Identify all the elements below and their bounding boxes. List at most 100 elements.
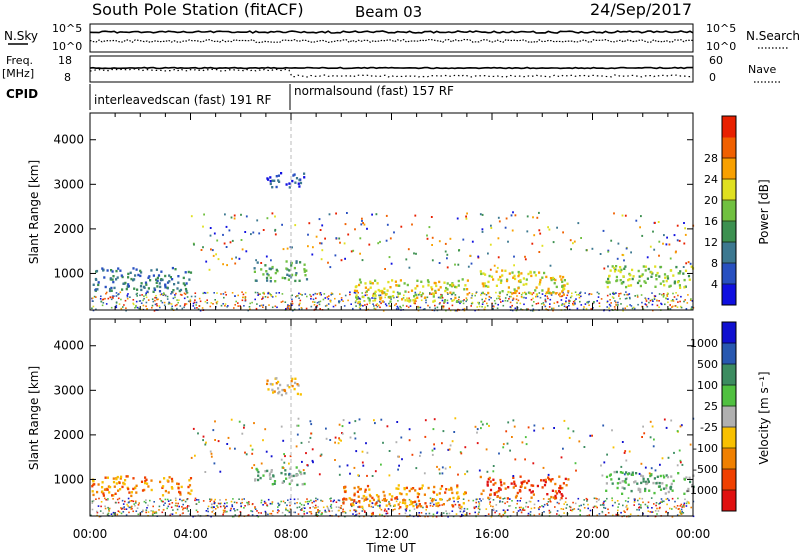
echo-cell bbox=[449, 291, 452, 294]
echo-cell bbox=[524, 258, 527, 261]
echo-cell bbox=[385, 239, 388, 242]
echo-cell bbox=[397, 292, 400, 295]
echo-cell bbox=[522, 292, 524, 294]
echo-cell bbox=[502, 443, 505, 446]
echo-cell bbox=[296, 295, 298, 297]
echo-cell bbox=[134, 307, 136, 309]
echo-cell bbox=[315, 297, 317, 300]
echo-cell bbox=[338, 438, 341, 441]
echo-cell bbox=[441, 466, 444, 469]
echo-cell bbox=[231, 505, 234, 508]
echo-cell bbox=[277, 387, 280, 390]
echo-cell bbox=[278, 292, 280, 294]
echo-cell bbox=[571, 508, 574, 511]
echo-cell bbox=[104, 505, 106, 508]
echo-cell bbox=[535, 286, 538, 289]
echo-cell bbox=[682, 272, 685, 275]
echo-cell bbox=[660, 265, 663, 268]
echo-cell bbox=[243, 507, 245, 509]
echo-cell bbox=[334, 297, 336, 300]
echo-cell bbox=[288, 472, 291, 475]
echo-cell bbox=[645, 482, 648, 486]
echo-cell bbox=[383, 499, 386, 502]
echo-cell bbox=[357, 506, 359, 508]
echo-cell bbox=[226, 306, 228, 308]
echo-cell bbox=[132, 267, 135, 270]
echo-cell bbox=[344, 294, 347, 297]
echo-cell bbox=[269, 182, 272, 186]
echo-cell bbox=[287, 305, 289, 308]
echo-cell bbox=[584, 292, 586, 294]
echo-cell bbox=[418, 306, 420, 309]
echo-cell bbox=[271, 265, 274, 269]
echo-cell bbox=[397, 307, 400, 310]
echo-cell bbox=[432, 498, 435, 501]
echo-cell bbox=[294, 381, 297, 385]
echo-cell bbox=[587, 503, 589, 506]
colorbar-segment bbox=[722, 490, 736, 512]
echo-cell bbox=[297, 417, 300, 420]
echo-cell bbox=[153, 501, 155, 503]
echo-cell bbox=[396, 498, 399, 500]
echo-cell bbox=[481, 282, 484, 285]
echo-cell bbox=[572, 242, 574, 245]
echo-cell bbox=[117, 297, 120, 300]
echo-cell bbox=[265, 276, 269, 280]
echo-cell bbox=[523, 480, 526, 483]
echo-cell bbox=[335, 212, 337, 215]
echo-cell bbox=[267, 388, 270, 391]
echo-cell bbox=[192, 427, 195, 430]
echo-cell bbox=[102, 494, 105, 497]
echo-cell bbox=[291, 300, 293, 303]
echo-cell bbox=[213, 500, 215, 503]
echo-cell bbox=[162, 500, 164, 503]
echo-cell bbox=[489, 503, 491, 505]
echo-cell bbox=[353, 509, 355, 511]
echo-cell bbox=[634, 480, 637, 483]
echo-cell bbox=[456, 497, 459, 500]
echo-cell bbox=[671, 508, 673, 510]
echo-cell bbox=[147, 276, 150, 279]
echo-cell bbox=[580, 504, 582, 507]
echo-cell bbox=[338, 509, 340, 512]
echo-cell bbox=[92, 283, 95, 286]
echo-cell bbox=[113, 485, 116, 488]
echo-cell bbox=[615, 279, 618, 283]
echo-cell bbox=[665, 243, 668, 246]
echo-cell bbox=[271, 503, 273, 505]
echo-cell bbox=[498, 291, 501, 294]
echo-cell bbox=[285, 267, 288, 270]
echo-cell bbox=[504, 299, 507, 302]
echo-cell bbox=[269, 502, 272, 505]
echo-cell bbox=[571, 292, 573, 295]
echo-cell bbox=[444, 467, 447, 470]
echo-cell bbox=[608, 275, 611, 278]
time-tick-label: 04:00 bbox=[173, 527, 208, 541]
echo-cell bbox=[378, 505, 381, 508]
echo-cell bbox=[192, 515, 194, 518]
echo-cell bbox=[673, 282, 676, 285]
echo-cell bbox=[275, 377, 278, 380]
echo-cell bbox=[567, 290, 570, 293]
echo-cell bbox=[393, 231, 395, 234]
echo-cell bbox=[324, 509, 326, 512]
echo-cell bbox=[108, 510, 110, 512]
echo-cell bbox=[426, 234, 428, 237]
echo-cell bbox=[116, 513, 119, 516]
echo-cell bbox=[359, 237, 362, 240]
echo-cell bbox=[660, 498, 663, 500]
echo-cell bbox=[290, 264, 293, 267]
echo-cell bbox=[506, 278, 509, 281]
echo-cell bbox=[547, 476, 550, 479]
echo-cell bbox=[488, 295, 491, 298]
echo-cell bbox=[658, 275, 661, 278]
echo-cell bbox=[397, 468, 399, 471]
echo-cell bbox=[282, 480, 285, 483]
echo-cell bbox=[688, 476, 691, 479]
echo-cell bbox=[416, 296, 419, 299]
y-tick-label: 1000 bbox=[53, 266, 84, 280]
echo-cell bbox=[553, 282, 556, 285]
echo-cell bbox=[543, 503, 546, 506]
echo-cell bbox=[659, 506, 661, 509]
echo-cell bbox=[112, 511, 115, 514]
